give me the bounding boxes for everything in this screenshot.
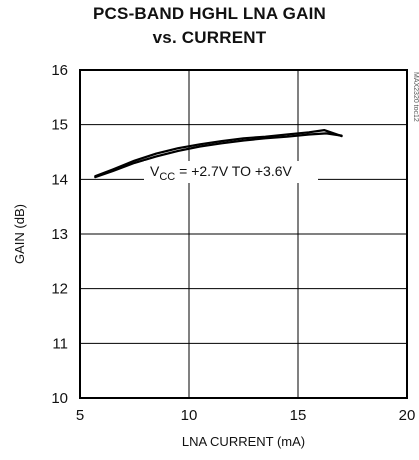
- y-tick-label-3: 13: [51, 226, 68, 243]
- x-tick-label-0: 5: [76, 407, 84, 424]
- annotation-prefix: V: [150, 163, 160, 179]
- annotation-suffix: = +2.7V TO +3.6V: [175, 163, 292, 179]
- x-tick-label-2: 15: [290, 407, 307, 424]
- chart-title-line2: vs. CURRENT: [152, 28, 267, 47]
- figure-code: MAX2320 toc12: [412, 72, 419, 122]
- y-tick-label-5: 15: [51, 117, 68, 134]
- series-line-1: [94, 129, 343, 178]
- y-tick-label-4: 14: [51, 171, 68, 188]
- plot-frame: [79, 69, 408, 399]
- x-tick-label-3: 20: [399, 407, 416, 424]
- grid-lines: [80, 70, 407, 398]
- y-tick-label-0: 10: [51, 390, 68, 407]
- vcc-annotation: VCC = +2.7V TO +3.6V: [150, 163, 293, 183]
- y-tick-label-1: 11: [52, 335, 68, 352]
- y-tick-label-2: 12: [51, 281, 68, 298]
- y-axis-label: GAIN (dB): [12, 204, 27, 264]
- series-group: [94, 129, 343, 179]
- x-tick-labels: 5 10 15 20: [76, 407, 416, 424]
- x-axis-label: LNA CURRENT (mA): [182, 434, 305, 449]
- series-line-0: [94, 132, 343, 179]
- y-tick-labels: 10 11 12 13 14 15 16: [51, 62, 68, 407]
- y-tick-label-6: 16: [51, 62, 68, 79]
- annotation-background: [144, 161, 318, 183]
- annotation-subscript: CC: [159, 171, 175, 183]
- x-tick-label-1: 10: [181, 407, 198, 424]
- chart-title-line1: PCS-BAND HGHL LNA GAIN: [93, 4, 326, 23]
